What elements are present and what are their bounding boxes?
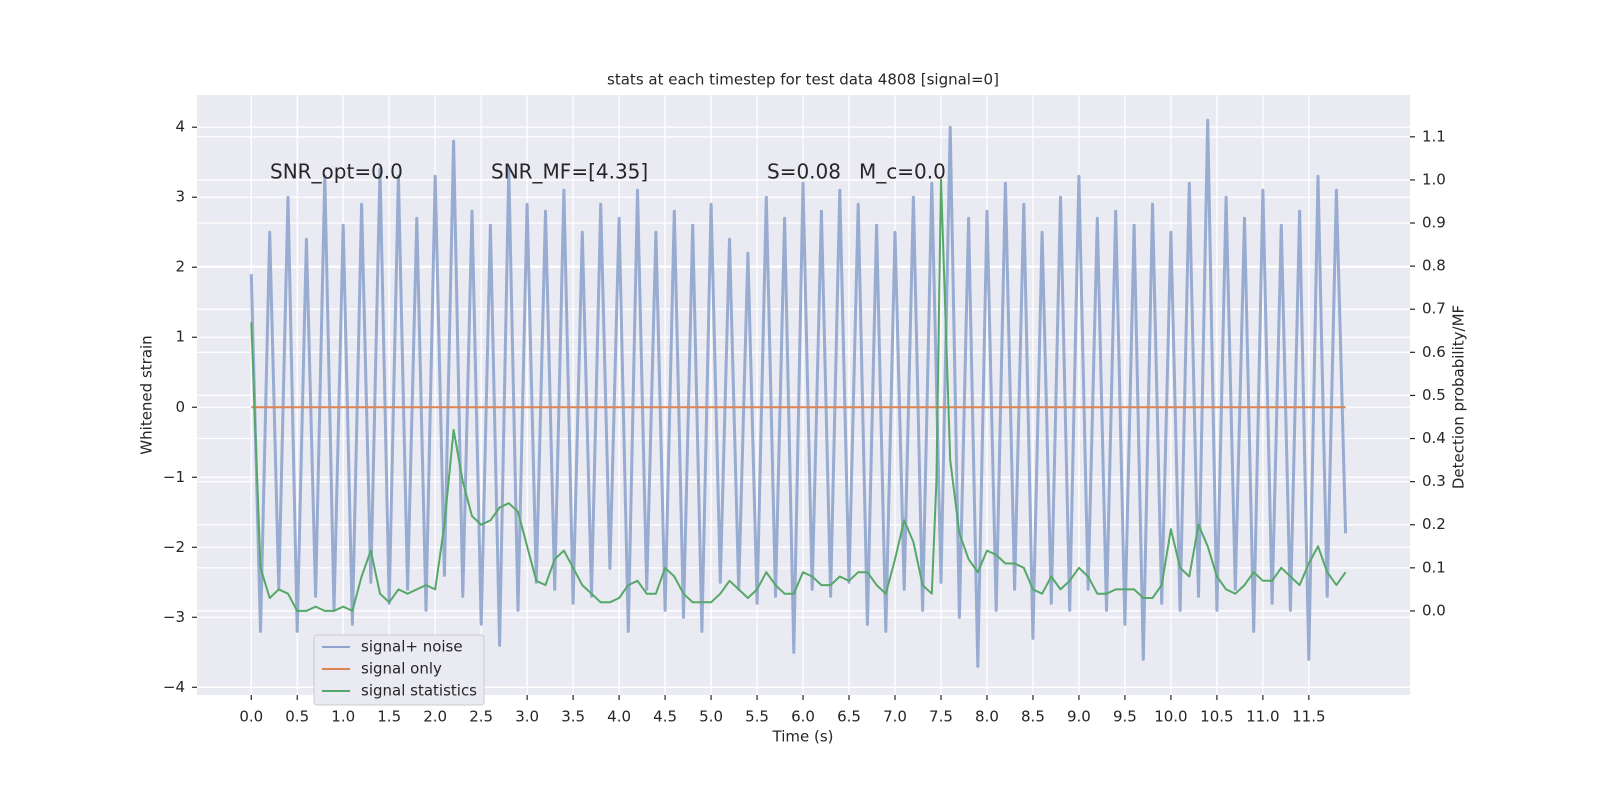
y2-tick-label: 0.5 (1422, 386, 1446, 404)
x-tick-label: 11.5 (1292, 708, 1325, 726)
x-tick-label: 7.0 (883, 708, 907, 726)
legend: signal+ noise signal only signal statistic… (313, 634, 485, 706)
x-tick-label: 2.0 (423, 708, 447, 726)
legend-label: signal only (361, 660, 442, 678)
y-tick-label: 3 (175, 188, 185, 206)
x-tick-label: 11.0 (1246, 708, 1279, 726)
y-tick-label: 1 (175, 328, 185, 346)
y-tick-label: −2 (163, 538, 185, 556)
y2-tick-label: 0.8 (1422, 257, 1446, 275)
series-line (250, 178, 1347, 612)
y2-tick-label: 0.2 (1422, 515, 1446, 533)
x-tick-label: 3.0 (515, 708, 539, 726)
y2-axis-label: Detection probability/MF (1450, 305, 1468, 489)
x-tick-label: 0.0 (239, 708, 263, 726)
legend-label: signal statistics (361, 682, 477, 700)
y-tick-label: −3 (163, 608, 185, 626)
y-tick-label: 0 (175, 398, 185, 416)
x-tick-label: 10.0 (1154, 708, 1187, 726)
legend-label: signal+ noise (361, 638, 463, 656)
annotation: SNR_opt=0.0 (270, 160, 403, 184)
y2-tick-label: 0.7 (1422, 300, 1446, 318)
x-tick-label: 10.5 (1200, 708, 1233, 726)
y-tick-label: −1 (163, 468, 185, 486)
labels: 0.0 0.5 1.0 1.5 2.0 2.5 3.0 3.5 4.0 4.5 5.0 5.5 6.0 6… (163, 118, 1446, 726)
annotation: SNR_MF=[4.35] (491, 160, 648, 184)
x-tick-label: 5.5 (745, 708, 769, 726)
x-tick-label: 0.5 (285, 708, 309, 726)
x-tick-label: 5.0 (699, 708, 723, 726)
y-tick-label: −4 (163, 678, 185, 696)
y2-tick-label: 0.0 (1422, 601, 1446, 619)
annotation: S=0.08 (767, 160, 841, 184)
x-tick-label: 1.0 (331, 708, 355, 726)
y2-tick-label: 1.0 (1422, 170, 1446, 188)
y-axis-label: Whitened strain (138, 335, 156, 454)
x-tick-label: 1.5 (377, 708, 401, 726)
x-tick-label: 4.0 (607, 708, 631, 726)
y2-tick-label: 0.9 (1422, 214, 1446, 232)
x-tick-label: 9.0 (1067, 708, 1091, 726)
x-tick-label: 6.5 (837, 708, 861, 726)
legend-box (313, 634, 485, 706)
x-tick-label: 3.5 (561, 708, 585, 726)
x-tick-label: 2.5 (469, 708, 493, 726)
series-line (249, 118, 1348, 668)
y-tick-label: 4 (175, 118, 185, 136)
x-tick-label: 8.5 (1021, 708, 1045, 726)
y2-tick-label: 0.4 (1422, 429, 1446, 447)
marks (249, 118, 1348, 668)
y2-tick-label: 0.3 (1422, 472, 1446, 490)
x-tick-label: 4.5 (653, 708, 677, 726)
chart-title: stats at each timestep for test data 480… (607, 71, 999, 89)
x-tick-label: 7.5 (929, 708, 953, 726)
x-tick-label: 9.5 (1113, 708, 1137, 726)
y2-tick-label: 1.1 (1422, 127, 1446, 145)
y2-tick-label: 0.6 (1422, 343, 1446, 361)
x-axis-label: Time (s) (772, 728, 834, 746)
x-tick-label: 6.0 (791, 708, 815, 726)
annotation: M_c=0.0 (859, 160, 946, 184)
x-tick-label: 8.0 (975, 708, 999, 726)
y2-tick-label: 0.1 (1422, 558, 1446, 576)
y-tick-label: 2 (175, 258, 185, 276)
